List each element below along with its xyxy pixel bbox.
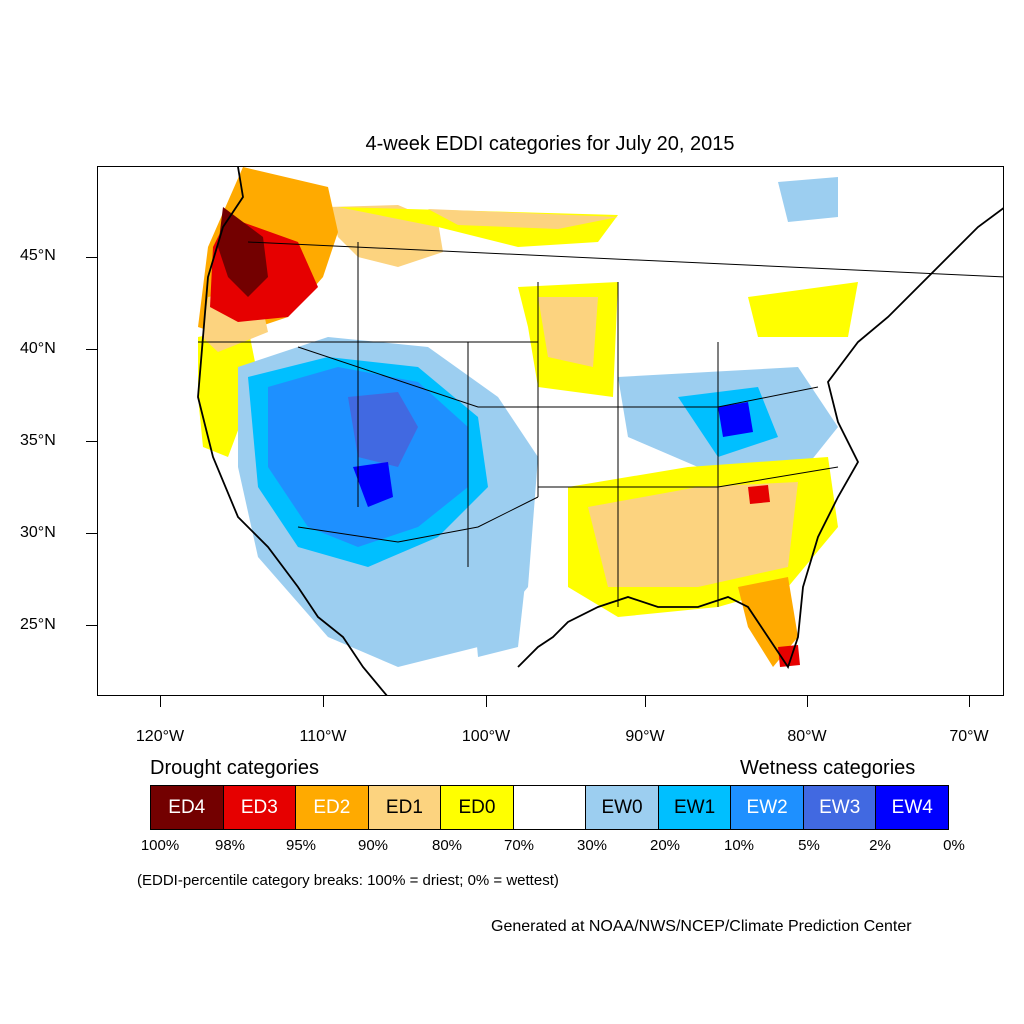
category-legend: ED4 ED3 ED2 ED1 ED0 EW0 EW1 EW2 EW3 EW4 xyxy=(150,785,949,830)
northwest-drought-area xyxy=(198,167,618,457)
lon-label-120w: 120°W xyxy=(135,728,185,745)
wetness-heading: Wetness categories xyxy=(740,757,916,779)
legend-label: ED1 xyxy=(385,796,423,818)
lat-label-45n: 45°N xyxy=(20,247,56,264)
lat-label-35n: 35°N xyxy=(20,432,56,449)
legend-label: ED2 xyxy=(313,796,351,818)
southeast-drought-area xyxy=(568,457,838,667)
pct-break: 70% xyxy=(503,837,535,854)
lat-label-40n: 40°N xyxy=(20,340,56,357)
pct-break: 80% xyxy=(431,837,463,854)
lon-label-90w: 90°W xyxy=(625,728,665,745)
lat-tick xyxy=(86,349,97,350)
lon-tick xyxy=(645,696,646,707)
pct-break: 10% xyxy=(723,837,755,854)
legend-label: EW0 xyxy=(601,796,643,818)
legend-ew2: EW2 xyxy=(731,786,804,829)
lon-tick xyxy=(323,696,324,707)
coastline xyxy=(197,167,1003,695)
legend-ed1: ED1 xyxy=(368,786,442,829)
eddi-map-graphic xyxy=(197,167,1003,695)
lon-label-80w: 80°W xyxy=(787,728,827,745)
legend-ew1: EW1 xyxy=(658,786,732,829)
legend-ed4: ED4 xyxy=(151,786,224,829)
northern-plains-drought xyxy=(518,282,858,397)
lat-label-25n: 25°N xyxy=(20,616,56,633)
lat-tick xyxy=(86,441,97,442)
lon-label-100w: 100°W xyxy=(461,728,511,745)
lon-tick xyxy=(969,696,970,707)
pct-break: 2% xyxy=(869,837,891,854)
pct-break: 90% xyxy=(357,837,389,854)
pct-break: 20% xyxy=(649,837,681,854)
legend-label: EW2 xyxy=(746,796,788,818)
lat-tick xyxy=(86,257,97,258)
legend-ew4: EW4 xyxy=(876,786,949,829)
lon-tick xyxy=(160,696,161,707)
lat-tick xyxy=(86,533,97,534)
legend-neutral xyxy=(513,786,587,829)
lat-tick xyxy=(86,625,97,626)
legend-ew0: EW0 xyxy=(586,786,659,829)
credit-text: Generated at NOAA/NWS/NCEP/Climate Predi… xyxy=(491,918,912,935)
legend-ew3: EW3 xyxy=(803,786,877,829)
pct-break: 0% xyxy=(943,837,965,854)
pct-break: 100% xyxy=(140,837,180,854)
western-wetness-area xyxy=(238,337,538,667)
lon-label-70w: 70°W xyxy=(949,728,989,745)
state-borders xyxy=(198,241,1003,607)
legend-ed0: ED0 xyxy=(441,786,514,829)
lat-label-30n: 30°N xyxy=(20,524,56,541)
pct-break: 5% xyxy=(798,837,820,854)
lon-label-110w: 110°W xyxy=(299,728,347,745)
legend-label: EW3 xyxy=(819,796,861,818)
lon-tick xyxy=(486,696,487,707)
category-note: (EDDI-percentile category breaks: 100% =… xyxy=(137,872,559,889)
pct-break: 98% xyxy=(214,837,246,854)
map-title: 4-week EDDI categories for July 20, 2015 xyxy=(365,133,735,155)
eddi-map xyxy=(97,166,1004,696)
pct-break: 95% xyxy=(285,837,317,854)
pct-break: 30% xyxy=(576,837,608,854)
legend-label: EW4 xyxy=(891,796,933,818)
lon-tick xyxy=(807,696,808,707)
drought-heading: Drought categories xyxy=(150,757,319,779)
legend-label: ED4 xyxy=(168,796,206,818)
legend-ed2: ED2 xyxy=(296,786,369,829)
legend-ed3: ED3 xyxy=(223,786,297,829)
legend-label: EW1 xyxy=(674,796,716,818)
legend-label: ED3 xyxy=(240,796,278,818)
legend-label: ED0 xyxy=(458,796,496,818)
